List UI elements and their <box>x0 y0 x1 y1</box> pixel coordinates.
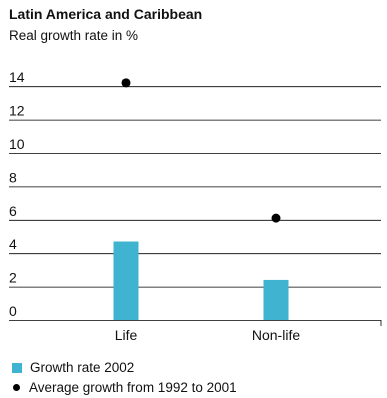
x-tick-label-life: Life <box>115 327 138 343</box>
chart-title: Latin America and Caribbean <box>9 6 203 22</box>
dot-life <box>121 78 131 88</box>
x-tick-label-non-life: Non-life <box>252 327 300 343</box>
y-tick-label-8: 8 <box>9 169 17 185</box>
y-tick-label-12: 12 <box>9 103 25 119</box>
y-tick-label-2: 2 <box>9 270 17 286</box>
chart-subtitle: Real growth rate in % <box>9 28 139 43</box>
y-tick-label-6: 6 <box>9 203 17 219</box>
dot-non-life <box>271 213 281 223</box>
y-tick-label-14: 14 <box>9 69 25 85</box>
bar-non-life <box>263 279 289 320</box>
legend-dot-swatch <box>13 384 20 391</box>
legend-label-growth-rate: Growth rate 2002 <box>30 360 135 375</box>
legend-bar-swatch <box>12 362 22 373</box>
y-tick-label-0: 0 <box>9 303 17 319</box>
legend-label-average-growth: Average growth from 1992 to 2001 <box>29 380 237 395</box>
bar-life <box>113 241 139 320</box>
y-tick-label-4: 4 <box>9 236 17 252</box>
y-tick-label-10: 10 <box>9 136 25 152</box>
legend-item-average-growth: Average growth from 1992 to 2001 <box>12 380 237 395</box>
legend-item-growth-rate: Growth rate 2002 <box>12 360 134 375</box>
